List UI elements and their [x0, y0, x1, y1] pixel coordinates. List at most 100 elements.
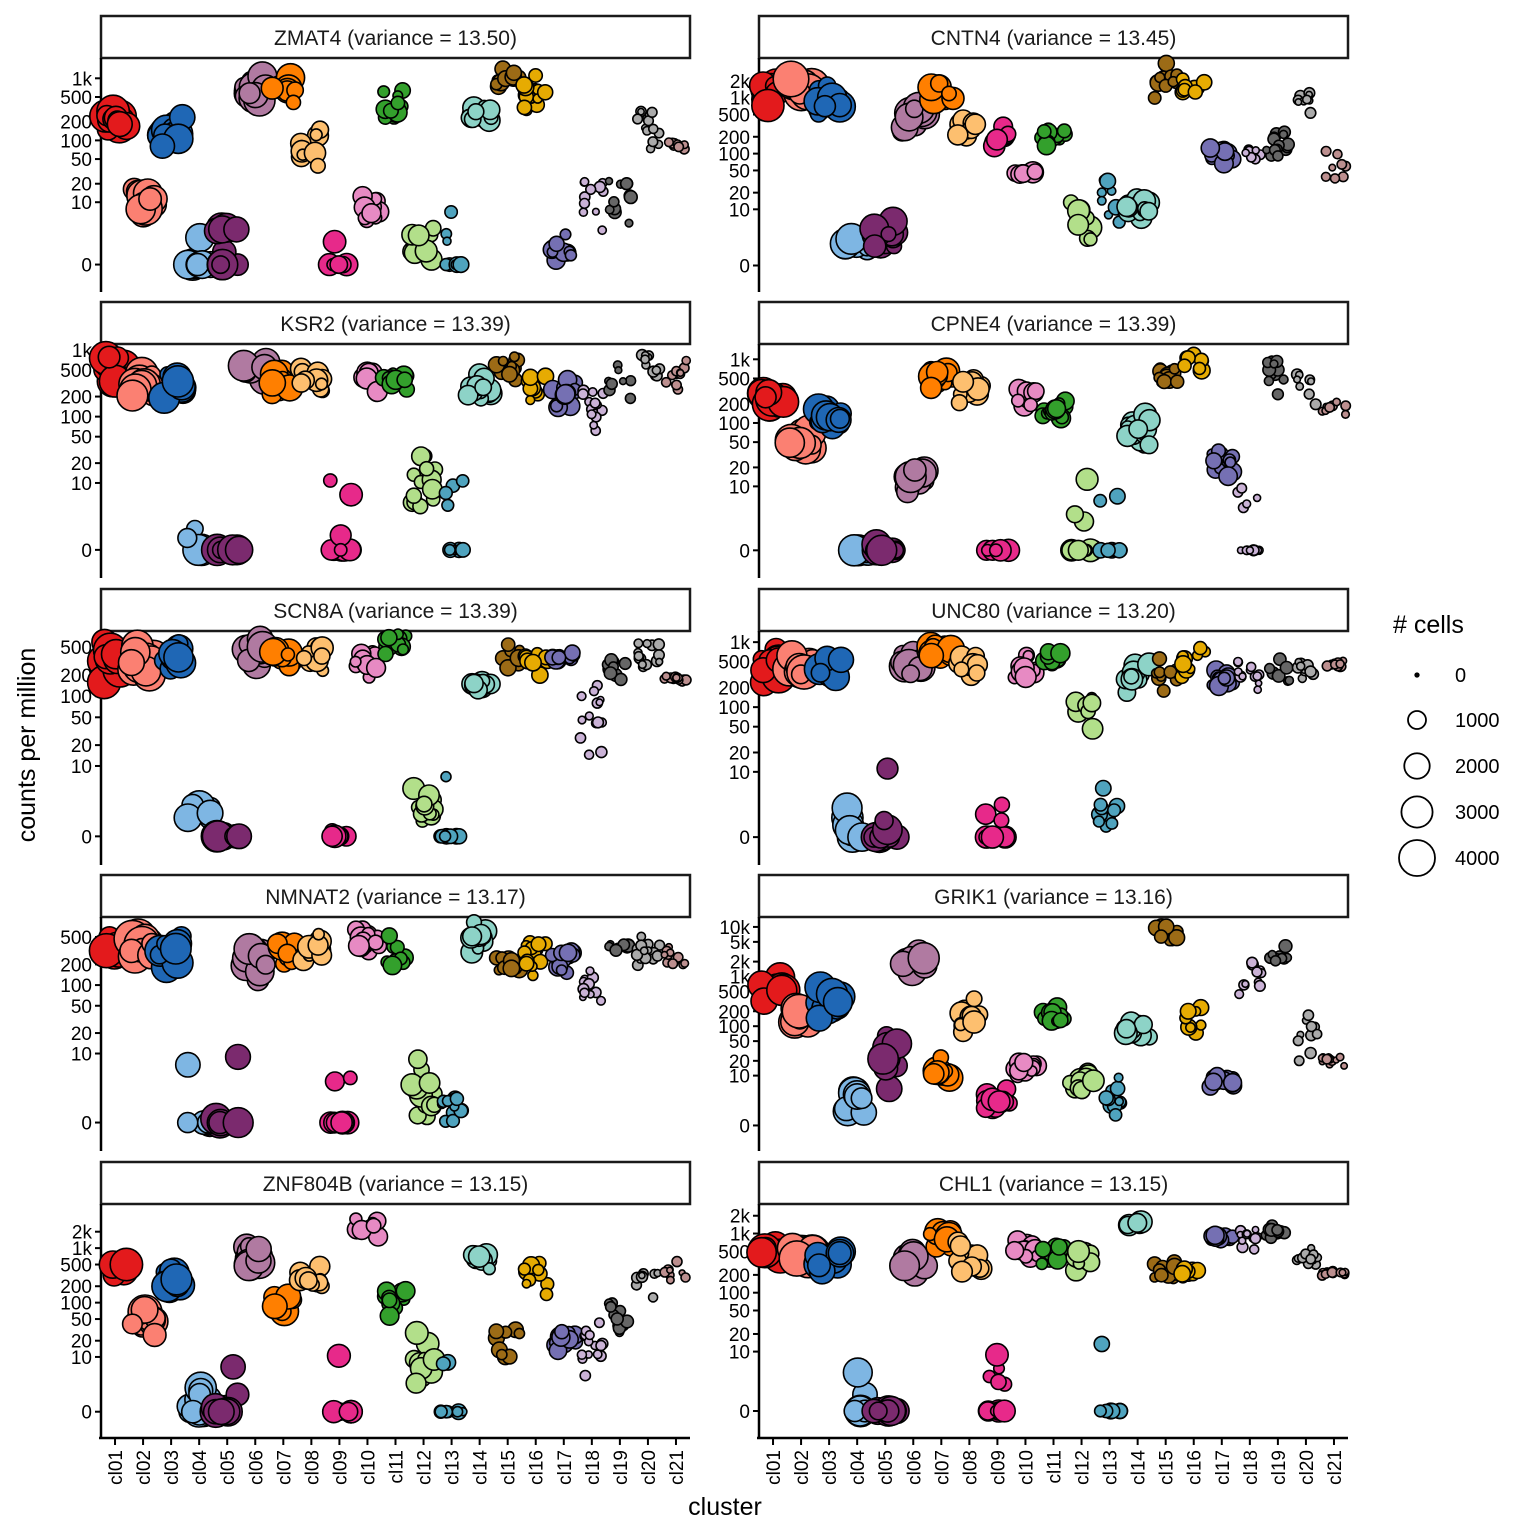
y-tick-label: 500: [718, 1242, 750, 1263]
y-tick-label: 100: [60, 1294, 92, 1315]
x-tick-label: cl11: [387, 1450, 408, 1483]
data-point-cl18: [1245, 545, 1255, 555]
x-tick-label: cl04: [190, 1450, 211, 1485]
data-point-cl21: [1329, 173, 1341, 184]
data-point-cl18: [1251, 966, 1263, 978]
data-point-cl10: [349, 655, 362, 668]
data-point-cl13: [445, 1113, 461, 1128]
data-point-cl17: [551, 649, 567, 665]
data-point-cl13: [1094, 779, 1112, 797]
y-tick-label: 200: [60, 1277, 92, 1298]
facet-strip: [99, 14, 692, 60]
data-point-cl17: [555, 383, 576, 405]
data-point-cl13: [442, 236, 452, 246]
data-point-cl18: [579, 987, 590, 999]
data-point-cl13: [438, 829, 452, 843]
data-point-cl01: [754, 385, 777, 409]
data-point-cl19: [614, 672, 628, 687]
data-point-cl20: [651, 365, 662, 376]
data-point-cl20: [647, 123, 659, 135]
y-tick-label: 50: [729, 433, 750, 454]
y-tick-label: 20: [729, 184, 750, 205]
y-tick-label: 0: [81, 827, 92, 848]
data-point-cl14: [464, 673, 484, 694]
data-point-cl12: [1081, 1069, 1105, 1093]
data-point-cl05: [868, 1401, 888, 1421]
y-tick-label: 20: [729, 1052, 750, 1073]
data-point-cl11: [380, 927, 398, 945]
x-tick-label: cl09: [988, 1450, 1009, 1485]
data-point-cl08: [313, 647, 331, 665]
data-point-cl18: [595, 745, 608, 759]
data-point-cl09: [338, 1401, 359, 1422]
facet-strip-title: NMNAT2 (variance = 13.17): [265, 886, 525, 909]
data-point-cl13: [1098, 1090, 1114, 1106]
data-point-cl20: [654, 657, 664, 666]
data-point-cl18: [579, 176, 590, 187]
y-tick-label: 0: [81, 541, 92, 562]
data-point-cl18: [1241, 979, 1250, 989]
data-point-cl09: [326, 1343, 352, 1369]
data-point-cl12: [418, 1072, 441, 1095]
x-tick-label: cl10: [358, 1450, 379, 1485]
y-tick-label: 10: [729, 1343, 750, 1364]
data-point-cl18: [589, 397, 601, 409]
data-point-cl16: [1192, 361, 1207, 376]
y-tick-label: 50: [729, 161, 750, 182]
data-points: [749, 631, 1348, 854]
facet-grik1: GRIK1 (variance = 13.16) 0 102050100200500…: [718, 873, 1350, 1151]
data-point-cl18: [1233, 656, 1244, 667]
y-tick-label: 100: [60, 131, 92, 152]
data-point-cl20: [1304, 106, 1317, 119]
data-point-cl04: [185, 252, 210, 277]
x-tick-label: cl09: [330, 1450, 351, 1485]
data-point-cl04: [176, 1111, 199, 1134]
data-point-cl20: [640, 354, 651, 365]
facet-strip: [757, 14, 1350, 60]
data-points: [88, 340, 692, 567]
data-point-cl21: [673, 141, 685, 153]
y-tick-label: 200: [718, 128, 750, 149]
data-point-cl01: [751, 88, 785, 123]
data-point-cl16: [539, 1287, 554, 1302]
facet-strip: [99, 873, 692, 919]
legend-label: 0: [1455, 665, 1466, 687]
facet-strip: [757, 873, 1350, 919]
x-tick-label: cl14: [471, 1450, 492, 1485]
data-point-cl08: [949, 1235, 972, 1257]
data-point-cl17: [564, 249, 578, 262]
data-point-cl14: [1123, 668, 1140, 685]
data-point-cl19: [605, 377, 618, 391]
legend-label: 4000: [1455, 848, 1500, 870]
data-point-cl13: [434, 1404, 448, 1419]
data-point-cl18: [589, 420, 599, 430]
y-tick-label: 20: [71, 175, 92, 196]
data-point-cl01: [746, 1236, 778, 1268]
facet-strip-title: CHL1 (variance = 13.15): [939, 1173, 1168, 1196]
data-point-cl21: [660, 950, 669, 959]
facet-strip-title: CPNE4 (variance = 13.39): [931, 313, 1177, 336]
data-point-cl18: [1248, 1244, 1260, 1255]
data-point-cl15: [1156, 373, 1172, 390]
data-point-cl05: [874, 810, 894, 831]
facet-strip: [99, 300, 692, 346]
x-tick-label: cl21: [1325, 1450, 1346, 1485]
data-point-cl14: [1128, 419, 1149, 440]
data-point-cl21: [1336, 158, 1348, 170]
data-point-cl08: [309, 128, 323, 142]
data-point-cl06: [901, 664, 921, 684]
facet-strip-title: SCN8A (variance = 13.39): [273, 600, 518, 623]
data-point-cl21: [663, 137, 675, 148]
data-point-cl21: [680, 958, 690, 969]
data-point-cl21: [1324, 401, 1336, 413]
data-point-cl11: [1036, 124, 1052, 140]
data-point-cl16: [527, 969, 539, 982]
data-point-cl14: [474, 378, 493, 397]
data-point-cl13: [1093, 1335, 1111, 1353]
data-point-cl13: [1093, 797, 1108, 812]
data-point-cl20: [1303, 388, 1315, 400]
x-tick-label: cl12: [1073, 1450, 1094, 1485]
y-tick-label: 20: [71, 1332, 92, 1353]
data-point-cl01: [97, 345, 121, 369]
